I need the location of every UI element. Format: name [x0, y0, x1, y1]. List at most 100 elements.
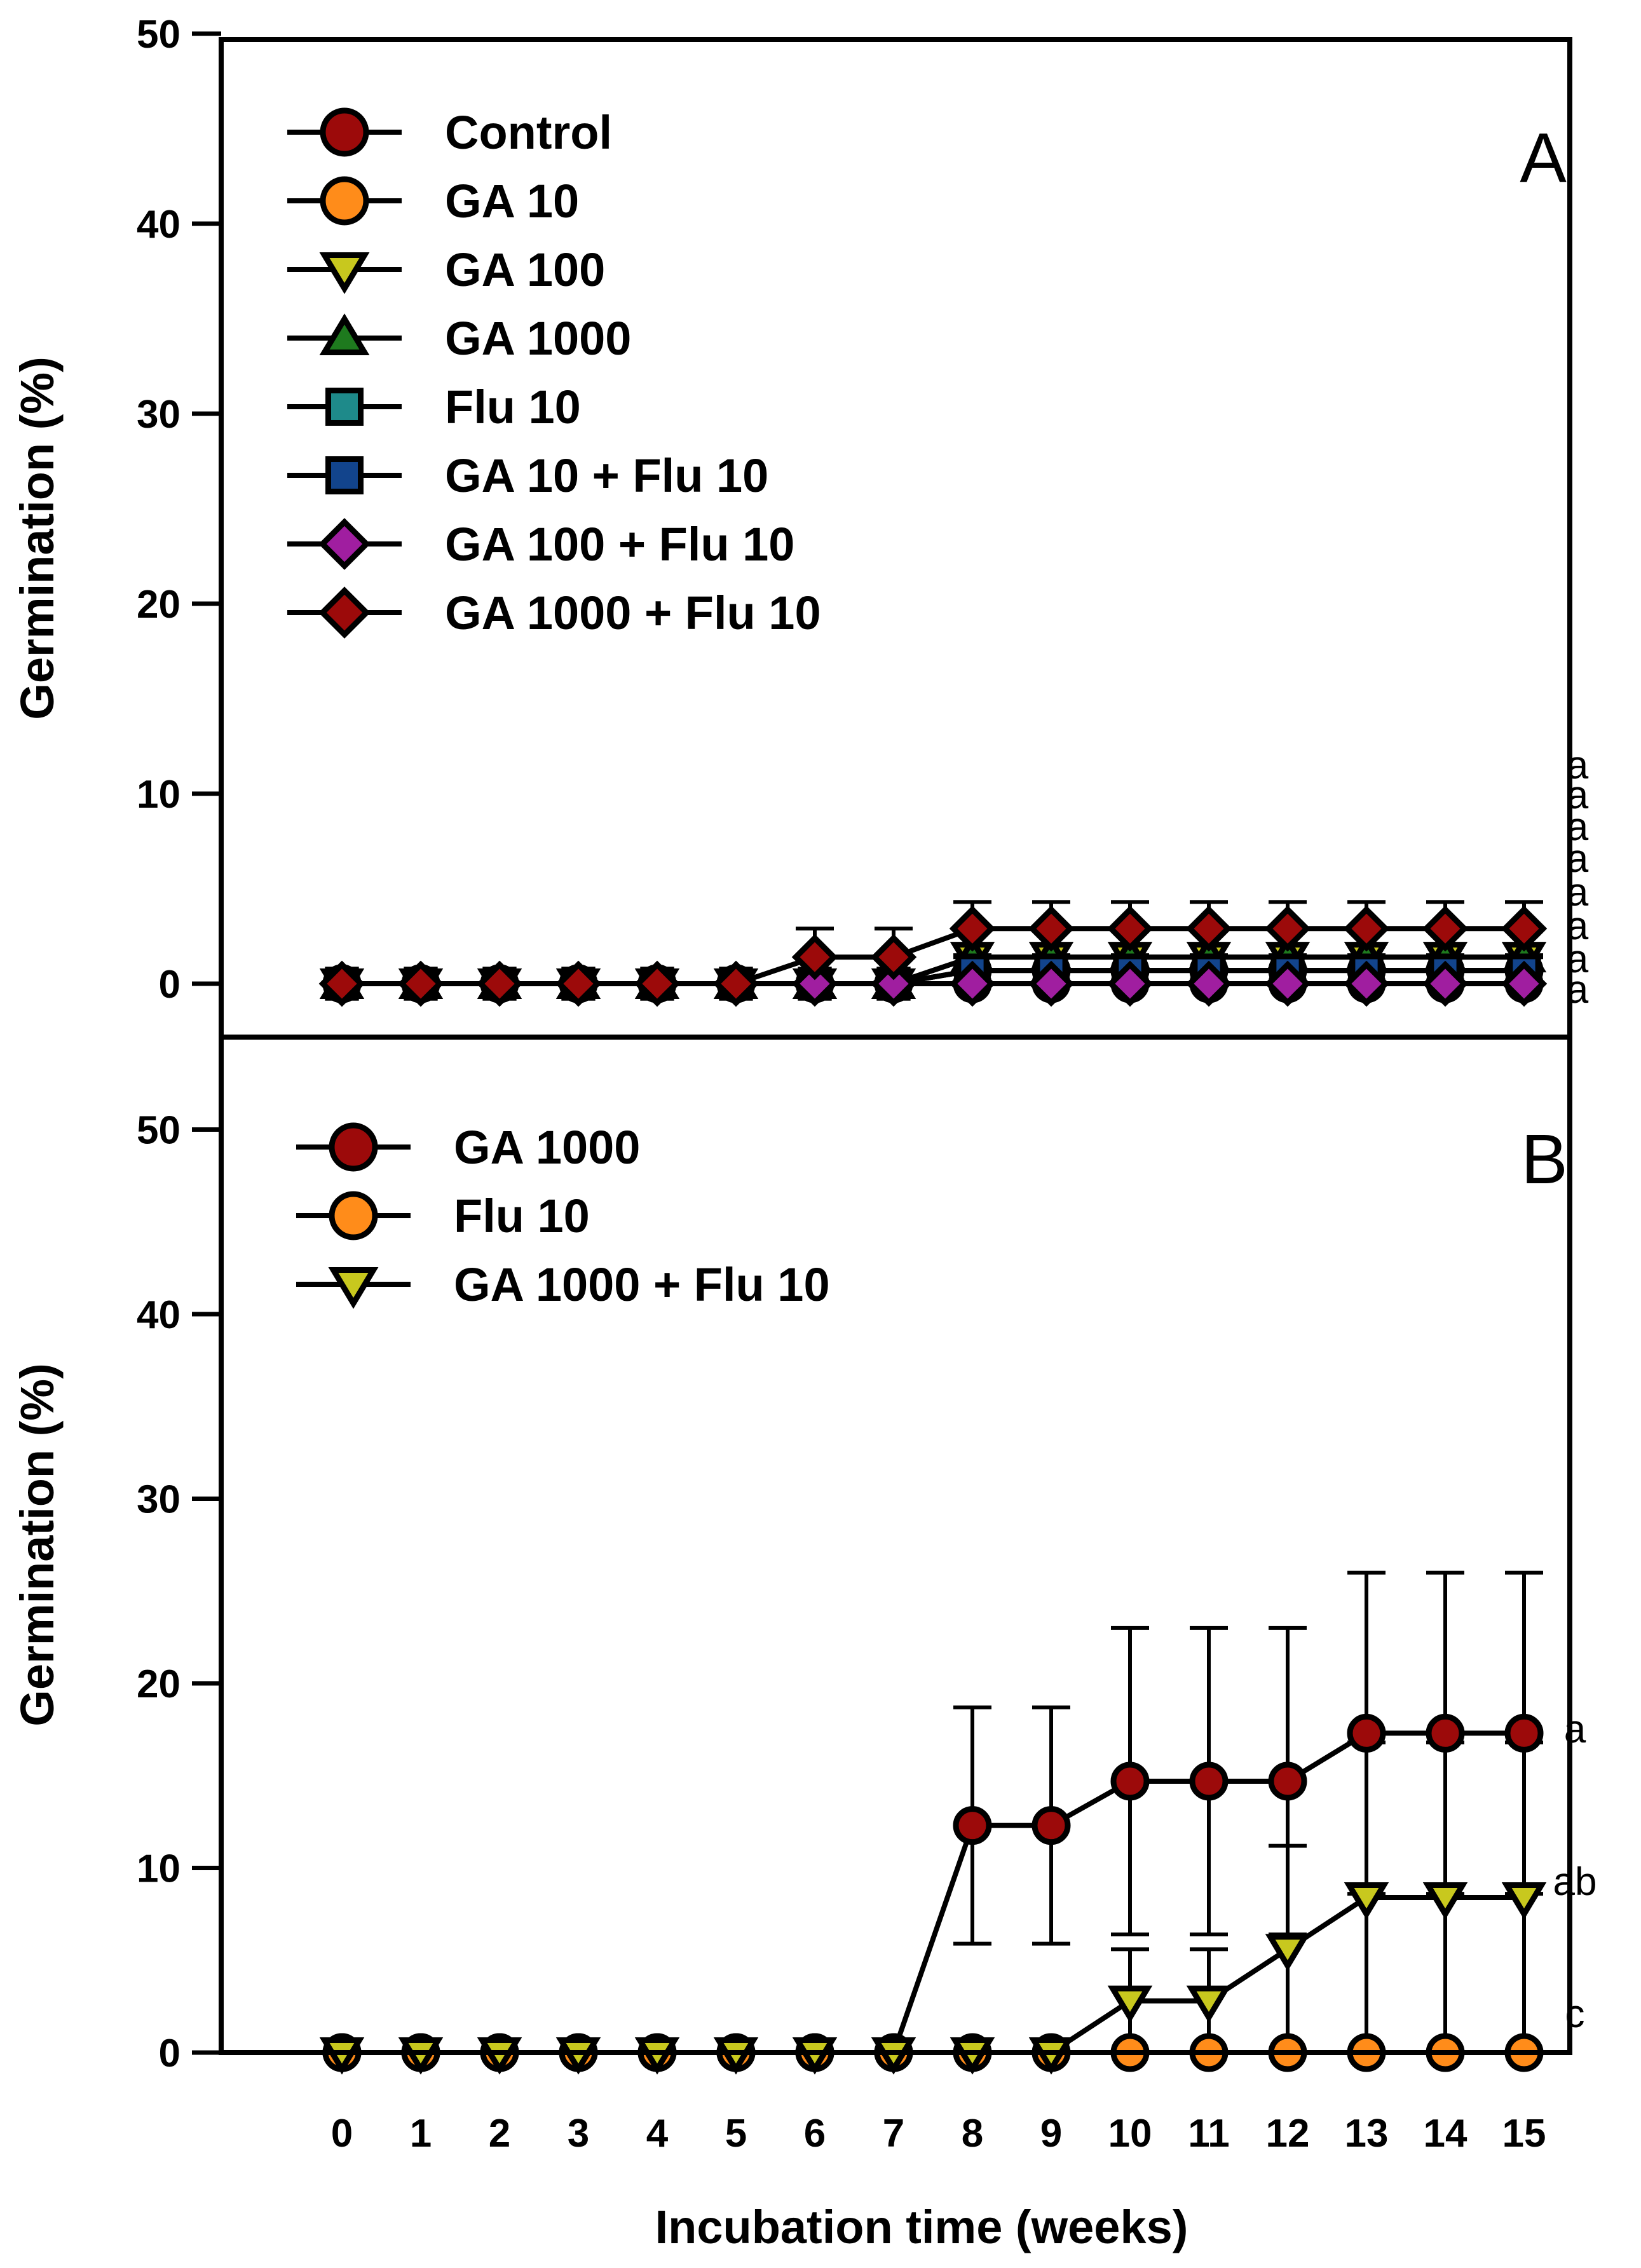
legend-marker-flu-10 — [325, 388, 364, 426]
x-axis-title: Incubation time (weeks) — [655, 2201, 1188, 2253]
legend-label: GA 10 + Flu 10 — [445, 449, 768, 502]
data-point-ga-1000-flu-10 — [1501, 906, 1548, 952]
legend-label: Flu 10 — [454, 1190, 590, 1242]
x-tick-label: 3 — [568, 2112, 589, 2156]
y-tick-label: 10 — [137, 1847, 180, 1891]
data-point-ga-1000-flu-10 — [318, 960, 365, 1007]
data-point-ga-100-flu-10 — [1501, 960, 1548, 1007]
data-point-ga-1000 — [1347, 1713, 1386, 1753]
x-tick-label: 10 — [1108, 2112, 1152, 2156]
y-tick-label: 30 — [137, 393, 180, 437]
y-tick-label: 20 — [137, 1662, 180, 1706]
legend-marker-ga-1000-flu-10 — [318, 587, 371, 639]
data-point-ga-1000-flu-10 — [555, 960, 602, 1007]
data-point-ga-100-flu-10 — [1028, 960, 1075, 1007]
legend-label: GA 1000 — [454, 1121, 640, 1174]
data-point-ga-1000-flu-10 — [1501, 1882, 1547, 1920]
data-point-ga-1000 — [1504, 1713, 1544, 1753]
legend-label: Control — [445, 106, 612, 159]
x-tick-label: 2 — [489, 2112, 510, 2156]
y-tick-label: 0 — [159, 2032, 180, 2075]
legend-marker-ga-1000 — [319, 313, 370, 355]
x-tick-label: 6 — [804, 2112, 826, 2156]
legend-label: Flu 10 — [445, 381, 581, 433]
data-point-ga-1000-flu-10 — [1344, 1882, 1389, 1920]
y-tick-label: 10 — [137, 773, 180, 817]
x-tick-label: 12 — [1266, 2112, 1310, 2156]
legend-marker-ga-1000-flu-10 — [328, 1267, 379, 1309]
legend-marker-control — [320, 107, 369, 157]
data-point-ga-1000-flu-10 — [870, 934, 917, 981]
data-point-ga-1000-flu-10 — [476, 960, 523, 1007]
x-tick-label: 4 — [646, 2112, 669, 2156]
data-point-ga-100-flu-10 — [1343, 960, 1390, 1007]
legend-label: GA 100 + Flu 10 — [445, 518, 794, 571]
data-point-ga-1000-flu-10 — [1264, 906, 1311, 952]
panel-label: B — [1521, 1120, 1567, 1199]
data-point-ga-100-flu-10 — [949, 960, 996, 1007]
legend-label: GA 1000 + Flu 10 — [454, 1258, 830, 1311]
data-point-ga-1000-flu-10 — [634, 960, 681, 1007]
legend-marker-ga-100 — [319, 252, 370, 294]
data-point-ga-1000-flu-10 — [1106, 906, 1154, 952]
y-tick-label: 30 — [137, 1478, 180, 1522]
legend-marker-ga-1000 — [329, 1122, 378, 1172]
x-tick-label: 9 — [1040, 2112, 1062, 2156]
x-tick-label: 14 — [1424, 2112, 1467, 2156]
legend-marker-flu-10 — [329, 1191, 378, 1240]
data-point-ga-100-flu-10 — [1106, 960, 1154, 1007]
data-point-ga-1000-flu-10 — [1422, 906, 1469, 952]
series-group — [319, 1570, 1547, 2075]
data-point-ga-1000 — [953, 1806, 992, 1845]
data-point-ga-1000-flu-10 — [1186, 1985, 1232, 2023]
legend: GA 1000 Flu 10 GA 1000 + Flu 10 — [296, 1121, 830, 1311]
data-point-ga-1000-flu-10 — [949, 906, 996, 952]
legend-label: GA 1000 + Flu 10 — [445, 587, 821, 639]
x-tick-label: 5 — [725, 2112, 747, 2156]
legend-label: GA 1000 — [445, 312, 631, 365]
legend-marker-ga-10 — [320, 176, 369, 226]
series-line-ga-1000-flu-10 — [342, 1894, 1524, 2055]
x-tick-label: 11 — [1188, 2112, 1230, 2156]
series-line-ga-1000-flu-10 — [342, 926, 1524, 986]
data-point-ga-1000-flu-10 — [397, 960, 444, 1007]
legend-marker-ga-100-flu-10 — [318, 518, 371, 570]
series-group — [318, 900, 1548, 1007]
data-point-ga-1000-flu-10 — [1185, 906, 1232, 952]
y-axis-title: Germination (%) — [11, 356, 64, 719]
data-point-ga-1000 — [1268, 1762, 1307, 1801]
data-point-ga-100-flu-10 — [1264, 960, 1311, 1007]
data-point-ga-100-flu-10 — [791, 960, 838, 1007]
y-tick-label: 40 — [137, 203, 180, 247]
legend-marker-ga-10-flu-10 — [325, 456, 364, 494]
data-point-ga-1000 — [1032, 1806, 1071, 1845]
data-point-ga-1000 — [1189, 1762, 1229, 1801]
x-tick-label: 8 — [962, 2112, 983, 2156]
data-point-ga-1000-flu-10 — [791, 934, 838, 981]
series-line-ga-1000 — [342, 1730, 1524, 2055]
panel-label: A — [1520, 119, 1567, 197]
y-tick-label: 0 — [159, 963, 180, 1007]
x-tick-label: 7 — [883, 2112, 904, 2156]
y-tick-label: 50 — [137, 13, 180, 57]
data-point-ga-1000-flu-10 — [712, 960, 759, 1007]
data-point-ga-1000-flu-10 — [1422, 1882, 1468, 1920]
data-point-ga-100-flu-10 — [1185, 960, 1232, 1007]
y-tick-label: 40 — [137, 1293, 180, 1337]
data-point-ga-1000-flu-10 — [1028, 906, 1075, 952]
y-tick-label: 50 — [137, 1109, 180, 1153]
significance-label: ab — [1553, 1860, 1597, 1904]
x-tick-label: 13 — [1345, 2112, 1389, 2156]
panel-a: 0 10 20 30 40 50 Germination (%) Control GA 10 GA… — [11, 13, 1589, 1012]
legend: Control GA 10 GA 100 GA 1000 Flu 10 GA 10 + F… — [287, 106, 821, 639]
y-tick-label: 20 — [137, 583, 180, 627]
data-point-ga-100-flu-10 — [1422, 960, 1469, 1007]
x-tick-label: 15 — [1502, 2112, 1546, 2156]
legend-label: GA 100 — [445, 243, 605, 296]
data-point-ga-1000 — [1110, 1762, 1150, 1801]
data-point-ga-1000-flu-10 — [1343, 906, 1390, 952]
data-point-ga-100-flu-10 — [870, 960, 917, 1007]
y-axis-title: Germination (%) — [11, 1363, 64, 1726]
data-point-ga-1000-flu-10 — [1107, 1985, 1153, 2023]
